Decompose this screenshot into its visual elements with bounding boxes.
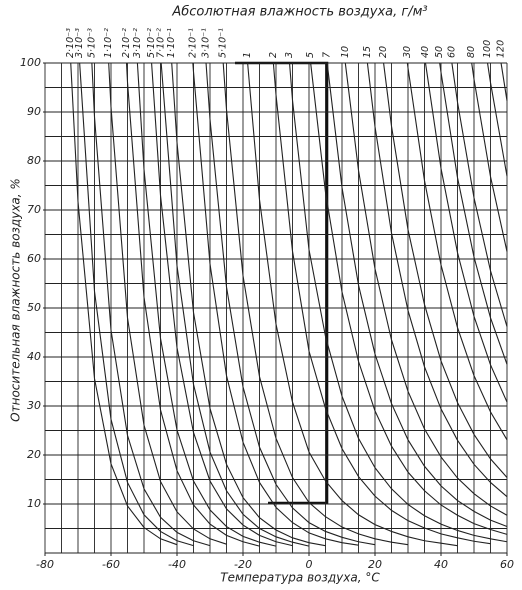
y-tick-label: 90 <box>27 105 41 118</box>
humidity-curve <box>91 62 211 547</box>
curve-label: 5·10⁻¹ <box>218 28 229 58</box>
curve-label: 50 <box>434 46 445 58</box>
humidity-curve <box>205 62 376 546</box>
y-tick-label: 50 <box>27 301 41 314</box>
humidity-curve <box>326 62 508 528</box>
humidity-curve <box>344 62 508 516</box>
humidity-curve <box>160 62 310 547</box>
y-tick-label: 60 <box>27 252 41 265</box>
y-tick-label: 40 <box>27 350 41 363</box>
humidity-curve <box>171 62 326 547</box>
curve-label: 1·10⁻² <box>103 28 114 58</box>
x-tick-label: 20 <box>368 558 382 571</box>
curve-label: 1·10⁻¹ <box>166 28 177 58</box>
y-tick-label: 80 <box>27 154 41 167</box>
curve-label: 2·10⁻¹ <box>187 28 198 58</box>
curve-label: 3·10⁻² <box>132 28 143 58</box>
curve-label: 80 <box>466 46 477 58</box>
humidity-curve <box>383 62 508 478</box>
curve-label: 15 <box>362 46 373 58</box>
y-axis-label: Относительная влажность воздуха, % <box>9 178 23 422</box>
humidity-curve <box>247 62 458 547</box>
curve-label: 30 <box>402 46 413 58</box>
x-tick-label: -80 <box>36 558 54 571</box>
x-tick-label: 60 <box>500 558 514 571</box>
curve-label: 2·10⁻³ <box>65 28 76 58</box>
x-tick-label: -40 <box>168 558 186 571</box>
y-tick-label: 10 <box>27 497 41 510</box>
y-tick-label: 30 <box>27 399 41 412</box>
humidity-curve <box>136 62 277 547</box>
curve-label: 7·10⁻² <box>156 28 167 58</box>
humidity-curve <box>151 62 293 547</box>
x-tick-label: -60 <box>102 558 120 571</box>
humidity-curve <box>471 62 508 252</box>
x-axis-label: Температура воздуха, °C <box>220 571 380 585</box>
curve-label: 60 <box>446 46 457 58</box>
curve-label: 120 <box>496 40 507 58</box>
humidity-curve <box>70 62 178 546</box>
curve-label: 5 <box>305 52 316 58</box>
humidity-curve <box>125 62 260 547</box>
highlight-frame <box>235 61 329 505</box>
humidity-curve <box>486 62 508 177</box>
curve-label: 3·10⁻³ <box>74 28 85 58</box>
humidity-curve <box>310 62 508 535</box>
curve-label: 3·10⁻¹ <box>201 28 212 58</box>
x-tick-label: -20 <box>234 558 252 571</box>
curve-label: 5·10⁻³ <box>86 28 97 58</box>
humidity-curve <box>366 62 508 498</box>
humidity-curve <box>439 62 508 365</box>
curve-label: 40 <box>420 46 431 58</box>
humidity-curve <box>79 62 194 547</box>
humidity-curve <box>406 62 508 441</box>
curve-label: 5·10⁻² <box>146 28 157 58</box>
curve-label: 10 <box>340 46 351 58</box>
humidity-curve <box>451 62 508 327</box>
x-tick-label: 40 <box>434 558 448 571</box>
humidity-curve <box>424 62 508 403</box>
curve-label: 3 <box>284 52 295 58</box>
curve-label: 1 <box>242 52 253 58</box>
curve-label: 2 <box>268 52 279 58</box>
humidity-curve <box>500 62 508 101</box>
humidity-curve <box>272 62 491 545</box>
x-tick-label: 0 <box>306 558 313 571</box>
humidity-curve <box>222 62 409 546</box>
curve-label: 100 <box>482 40 493 58</box>
curve-label: 20 <box>378 46 389 58</box>
chart-title: Абсолютная влажность воздуха, г/м³ <box>171 5 427 20</box>
humidity-curve <box>288 62 508 543</box>
curve-label: 7 <box>322 52 333 58</box>
humidity-curve <box>108 62 227 545</box>
humidity-curve <box>192 62 359 546</box>
curve-label: 2·10⁻² <box>121 28 132 58</box>
y-tick-label: 100 <box>20 56 41 69</box>
y-tick-label: 20 <box>27 448 41 461</box>
y-tick-label: 70 <box>27 203 41 216</box>
